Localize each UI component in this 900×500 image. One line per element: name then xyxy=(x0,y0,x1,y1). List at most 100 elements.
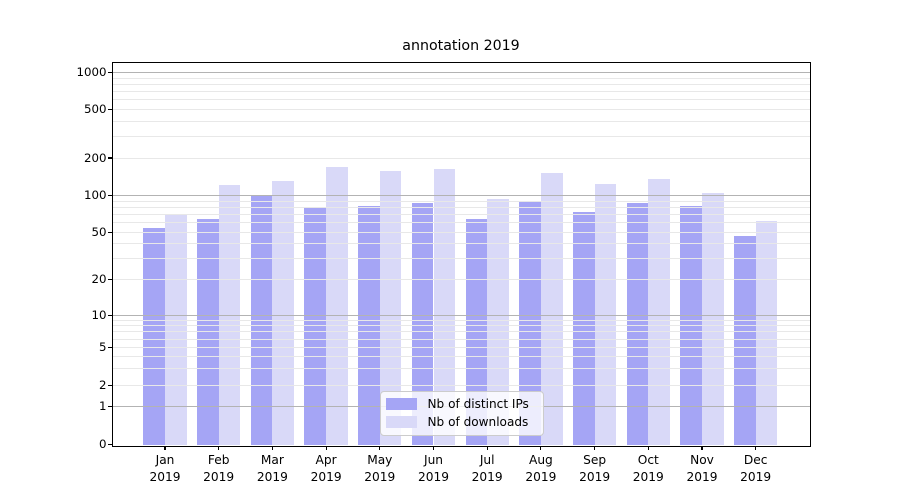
minor-gridline xyxy=(112,338,810,340)
minor-gridline xyxy=(112,109,810,110)
bar-nb-of-downloads-oct xyxy=(648,178,670,446)
x-tick-label-dec: Dec 2019 xyxy=(740,453,772,484)
y-tick-mark xyxy=(108,405,112,408)
legend: Nb of distinct IPs Nb of downloads xyxy=(379,390,544,436)
bar-nb-of-downloads-jun xyxy=(433,169,456,446)
x-tick-label-jan: Jan 2019 xyxy=(149,453,181,484)
y-tick-mark xyxy=(108,384,112,387)
bar-nb-of-downloads-dec xyxy=(755,221,778,446)
y-tick-label: 100 xyxy=(83,188,107,203)
bar-nb-of-downloads-aug xyxy=(540,173,563,446)
chart-title: annotation 2019 xyxy=(402,38,520,54)
legend-swatch-nb-of-distinct-ips xyxy=(385,397,417,410)
y-tick-label: 1 xyxy=(98,399,107,413)
minor-gridline xyxy=(112,243,810,245)
bar-nb-of-downloads-may xyxy=(379,170,402,446)
minor-gridline xyxy=(112,99,810,101)
x-tick-label-may: May 2019 xyxy=(364,453,396,484)
x-tick-mark xyxy=(379,446,381,450)
bar-nb-of-distinct-ips-dec xyxy=(734,235,756,446)
bar-nb-of-downloads-jan xyxy=(165,214,187,446)
minor-gridline xyxy=(112,222,810,224)
minor-gridline xyxy=(112,331,810,333)
minor-gridline xyxy=(112,347,810,348)
legend-label: Nb of distinct IPs xyxy=(427,396,529,411)
x-tick-label-apr: Apr 2019 xyxy=(310,453,342,484)
minor-gridline xyxy=(112,91,810,93)
y-tick-label: 50 xyxy=(91,225,107,239)
legend-row-nb-of-distinct-ips: Nb of distinct IPs xyxy=(381,397,543,411)
bar-nb-of-distinct-ips-oct xyxy=(626,203,649,446)
minor-gridline xyxy=(112,136,810,138)
minor-gridline xyxy=(112,368,810,370)
minor-gridline xyxy=(112,232,810,233)
major-gridline xyxy=(112,72,810,73)
bar-nb-of-downloads-apr xyxy=(326,166,348,446)
x-tick-mark xyxy=(486,446,488,450)
x-tick-mark xyxy=(701,446,703,450)
major-gridline xyxy=(112,315,810,316)
y-tick-mark xyxy=(108,231,112,234)
minor-gridline xyxy=(112,200,810,202)
bar-nb-of-distinct-ips-apr xyxy=(304,208,327,446)
x-tick-label-sep: Sep 2019 xyxy=(579,453,611,484)
major-gridline xyxy=(112,195,810,197)
bar-nb-of-downloads-nov xyxy=(702,192,724,446)
x-tick-mark xyxy=(432,446,435,450)
y-tick-label: 2 xyxy=(98,378,107,392)
x-tick-label-jul: Jul 2019 xyxy=(471,453,503,484)
y-tick-mark xyxy=(108,443,112,446)
y-tick-mark xyxy=(108,346,112,349)
legend-swatch-nb-of-downloads xyxy=(385,416,417,429)
y-tick-mark xyxy=(108,314,112,317)
x-tick-mark xyxy=(325,446,327,450)
x-tick-mark xyxy=(218,446,220,450)
x-tick-mark xyxy=(540,446,542,450)
minor-gridline xyxy=(112,319,810,321)
y-tick-mark xyxy=(108,108,112,111)
x-tick-mark xyxy=(594,446,596,450)
y-tick-label: 10 xyxy=(91,308,107,322)
x-tick-label-nov: Nov 2019 xyxy=(686,453,718,484)
y-tick-mark xyxy=(108,71,112,74)
y-tick-mark xyxy=(108,195,112,197)
minor-gridline xyxy=(112,385,810,386)
legend-label: Nb of downloads xyxy=(427,415,529,430)
x-tick-label-oct: Oct 2019 xyxy=(632,453,664,484)
minor-gridline xyxy=(112,214,810,216)
y-tick-label: 1000 xyxy=(76,65,107,79)
bar-nb-of-downloads-jul xyxy=(487,198,509,446)
x-tick-mark xyxy=(164,446,166,450)
minor-gridline xyxy=(112,83,810,85)
bar-nb-of-downloads-sep xyxy=(594,184,617,446)
x-tick-mark xyxy=(647,446,649,450)
minor-gridline xyxy=(112,325,810,327)
bar-nb-of-distinct-ips-jan xyxy=(143,228,165,446)
minor-gridline xyxy=(112,279,810,280)
y-tick-label: 20 xyxy=(91,272,107,286)
minor-gridline xyxy=(112,258,810,260)
y-tick-label: 500 xyxy=(83,102,107,116)
y-tick-label: 5 xyxy=(98,340,107,354)
bar-nb-of-downloads-mar xyxy=(272,181,295,446)
x-tick-mark xyxy=(755,446,757,450)
x-tick-mark xyxy=(271,446,273,450)
minor-gridline xyxy=(112,157,810,159)
y-tick-label: 0 xyxy=(98,437,107,451)
x-tick-label-jun: Jun 2019 xyxy=(417,453,450,484)
x-tick-label-aug: Aug 2019 xyxy=(525,453,557,484)
minor-gridline xyxy=(112,356,810,358)
y-tick-mark xyxy=(108,278,112,281)
y-tick-label: 200 xyxy=(83,150,107,165)
bar-nb-of-distinct-ips-aug xyxy=(519,200,541,446)
minor-gridline xyxy=(112,120,810,122)
legend-row-nb-of-downloads: Nb of downloads xyxy=(381,415,543,429)
y-tick-mark xyxy=(108,157,112,159)
bar-nb-of-distinct-ips-jun xyxy=(411,203,434,446)
plot-border xyxy=(112,61,811,447)
minor-gridline xyxy=(112,77,810,79)
bar-nb-of-distinct-ips-sep xyxy=(572,211,595,446)
